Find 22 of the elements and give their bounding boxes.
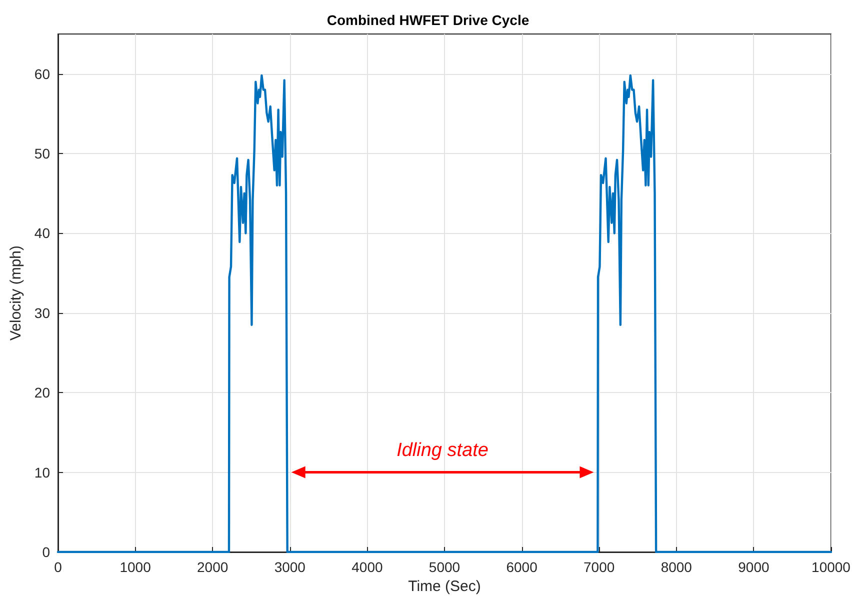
x-tick-label: 7000	[584, 559, 615, 575]
y-tick-label: 40	[34, 225, 50, 242]
x-tick-label: 8000	[660, 559, 692, 575]
y-tick-label: 60	[34, 66, 50, 82]
x-axis-title: Time (Sec)	[408, 578, 481, 595]
x-tick-label: 4000	[352, 559, 383, 575]
y-tick-label: 10	[34, 464, 50, 480]
chart-title: Combined HWFET Drive Cycle	[326, 12, 530, 28]
x-tick-label: 1000	[120, 559, 152, 575]
y-tick-label: 30	[34, 304, 50, 321]
y-tick-label: 50	[34, 146, 50, 162]
x-tick-label: 0	[54, 559, 62, 575]
x-tick-label: 6000	[506, 559, 538, 575]
y-tick-label: 20	[34, 384, 50, 401]
x-tick-label: 9000	[738, 559, 770, 575]
y-tick-label: 0	[42, 544, 50, 560]
x-tick-label: 10000	[812, 559, 851, 575]
annotation: Idling state	[396, 440, 488, 462]
x-tick-label: 5000	[428, 559, 460, 575]
y-axis-title: Velocity (mph)	[8, 245, 25, 341]
x-tick-label: 2000	[197, 559, 228, 575]
x-tick-label: 3000	[274, 559, 306, 575]
